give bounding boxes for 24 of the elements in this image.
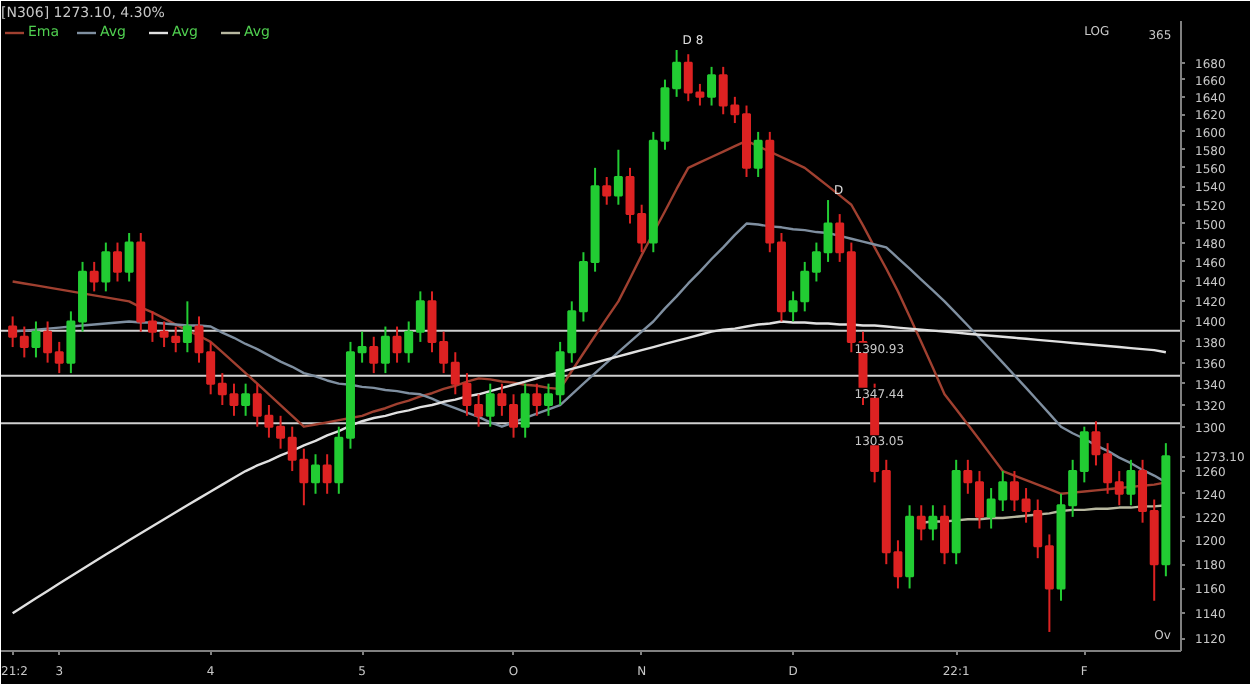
candlestick: [182, 300, 192, 354]
candlestick: [1126, 458, 1136, 507]
candlestick: [311, 453, 321, 495]
candlestick: [89, 260, 99, 293]
candlestick: [392, 325, 402, 364]
candlestick: [322, 453, 332, 495]
candlestick: [532, 382, 542, 417]
candlestick: [124, 232, 134, 283]
candlestick: [753, 130, 763, 178]
candlestick: [940, 504, 950, 566]
candlestick: [369, 335, 379, 375]
candlestick: [31, 320, 41, 359]
candlestick: [520, 382, 530, 439]
candlestick: [380, 325, 390, 375]
candlestick: [485, 382, 495, 428]
candlestick: [112, 241, 122, 283]
candlestick: [707, 65, 717, 107]
candlestick: [101, 241, 111, 293]
candlestick: [928, 504, 938, 542]
candlestick: [613, 148, 623, 206]
line-series: [11, 320, 1168, 615]
candlestick: [241, 382, 251, 417]
candlestick: [602, 175, 612, 206]
candlestick: [916, 504, 926, 542]
